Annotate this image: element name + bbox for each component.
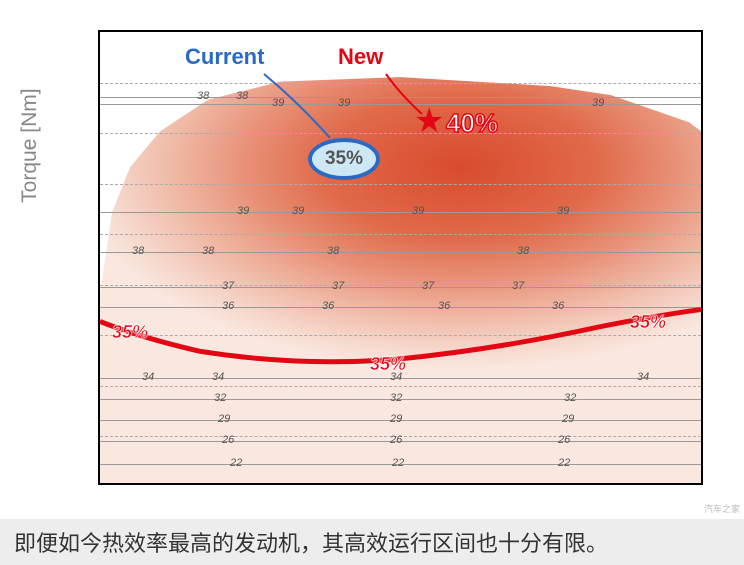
x-tick: 2800 [585,483,623,485]
boundary-label: 35% [112,322,148,343]
y-tick: 20 [98,477,100,485]
boundary-label: 35% [630,312,666,333]
gridline [100,386,701,387]
legend-current: Current [185,44,264,70]
contour-label: 32 [562,392,578,404]
x-tick: 1600 [283,483,321,485]
plot-area: 2222222626262929293232323434343436363636… [98,30,703,485]
efficiency-contour-chart: Torque [Nm] 22 22 22 26 26 26 29 29 29 32 32 32 34 34… [0,0,744,520]
gridline [100,234,701,235]
contour-label: 26 [220,434,236,446]
y-tick: 60 [98,376,100,396]
x-tick: 2000 [384,483,422,485]
contour-label: 37 [220,280,236,292]
boundary-label: 35% [370,354,406,375]
contour-label: 38 [325,245,341,257]
contour-label: 39 [336,97,352,109]
contour-label: 29 [560,413,576,425]
new-marker-label: 40% [446,108,498,139]
contour-label: 39 [410,205,426,217]
star-icon: ★ [414,104,444,138]
watermark: 汽车之家 [704,502,740,515]
contour-label: 26 [388,434,404,446]
contour-label: 34 [635,371,651,383]
contour-label: 36 [320,300,336,312]
contour-label: 34 [210,371,226,383]
x-tick: 800 [98,483,114,485]
y-tick: 120 [98,224,100,244]
contour-label: 29 [388,413,404,425]
y-tick: 80 [98,325,100,345]
y-tick: 180 [98,73,100,93]
y-axis-label: Torque [Nm] [18,88,42,202]
y-tick: 160 [98,123,100,143]
y-tick: 200 [98,30,100,42]
contour-line [100,212,701,213]
gridline [100,285,701,286]
contour-label: 38 [200,245,216,257]
contour-label: 36 [550,300,566,312]
caption-text: 即便如今热效率最高的发动机，其高效运行区间也十分有限。 [14,526,608,558]
contour-label: 38 [130,245,146,257]
contour-label: 38 [195,90,211,102]
current-marker-label: 35% [325,148,363,170]
contour-label: 39 [235,205,251,217]
contour-label: 37 [420,280,436,292]
contour-line [100,252,701,253]
contour-label: 36 [436,300,452,312]
contour-label: 26 [556,434,572,446]
y-tick: 140 [98,174,100,194]
contour-label: 37 [510,280,526,292]
contour-label: 36 [220,300,236,312]
contour-label: 34 [140,371,156,383]
gridline [100,335,701,336]
current-leader-line [258,72,338,142]
gridline [100,133,701,134]
x-tick: 3200 [686,483,703,485]
contour-label: 38 [515,245,531,257]
contour-label: 37 [330,280,346,292]
contour-label: 39 [590,97,606,109]
contour-label: 22 [390,457,406,469]
gridline [100,184,701,185]
contour-label: 39 [555,205,571,217]
contour-label: 22 [556,457,572,469]
contour-label: 32 [388,392,404,404]
contour-label: 38 [234,90,250,102]
contour-line [100,287,701,288]
contour-label: 29 [216,413,232,425]
contour-label: 32 [212,392,228,404]
caption-bar: 即便如今热效率最高的发动机，其高效运行区间也十分有限。 [0,519,744,565]
contour-label: 39 [290,205,306,217]
x-tick: 1200 [182,483,220,485]
x-tick: 2400 [484,483,522,485]
current-marker: 35% [308,138,380,180]
contour-label: 22 [228,457,244,469]
y-tick: 100 [98,275,100,295]
y-tick: 40 [98,426,100,446]
contour-line [100,307,701,308]
legend-new: New [338,44,383,70]
